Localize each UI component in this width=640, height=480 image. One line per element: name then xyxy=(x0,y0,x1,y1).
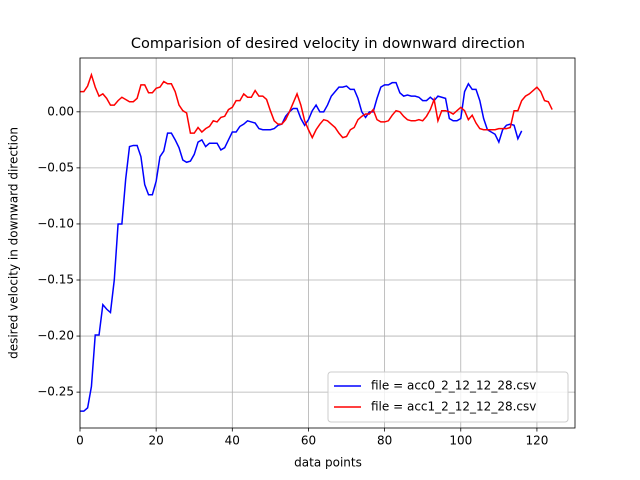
chart-title: Comparision of desired velocity in downw… xyxy=(131,36,525,52)
legend-label: file = acc1_2_12_12_28.csv xyxy=(371,400,536,414)
y-tick-label: −0.20 xyxy=(37,329,74,343)
y-tick-label: 0.00 xyxy=(47,104,74,118)
x-tick-label: 20 xyxy=(149,434,164,448)
y-axis-label: desired velocity in downward direction xyxy=(7,127,21,359)
x-axis-label: data points xyxy=(294,456,362,470)
y-tick-label: −0.25 xyxy=(37,385,74,399)
legend-label: file = acc0_2_12_12_28.csv xyxy=(371,379,536,393)
legend-box xyxy=(327,371,569,423)
x-tick-label: 0 xyxy=(76,434,84,448)
y-tick-label: −0.10 xyxy=(37,216,74,230)
x-tick-label: 40 xyxy=(225,434,240,448)
series-line xyxy=(80,72,553,140)
x-tick-label: 120 xyxy=(525,434,548,448)
x-tick-label: 60 xyxy=(301,434,316,448)
x-tick-label: 100 xyxy=(449,434,472,448)
plot-frame xyxy=(79,57,576,429)
y-tick-label: −0.05 xyxy=(37,160,74,174)
y-tick-label: −0.15 xyxy=(37,273,74,287)
x-tick-label: 80 xyxy=(377,434,392,448)
series-line xyxy=(80,81,523,412)
